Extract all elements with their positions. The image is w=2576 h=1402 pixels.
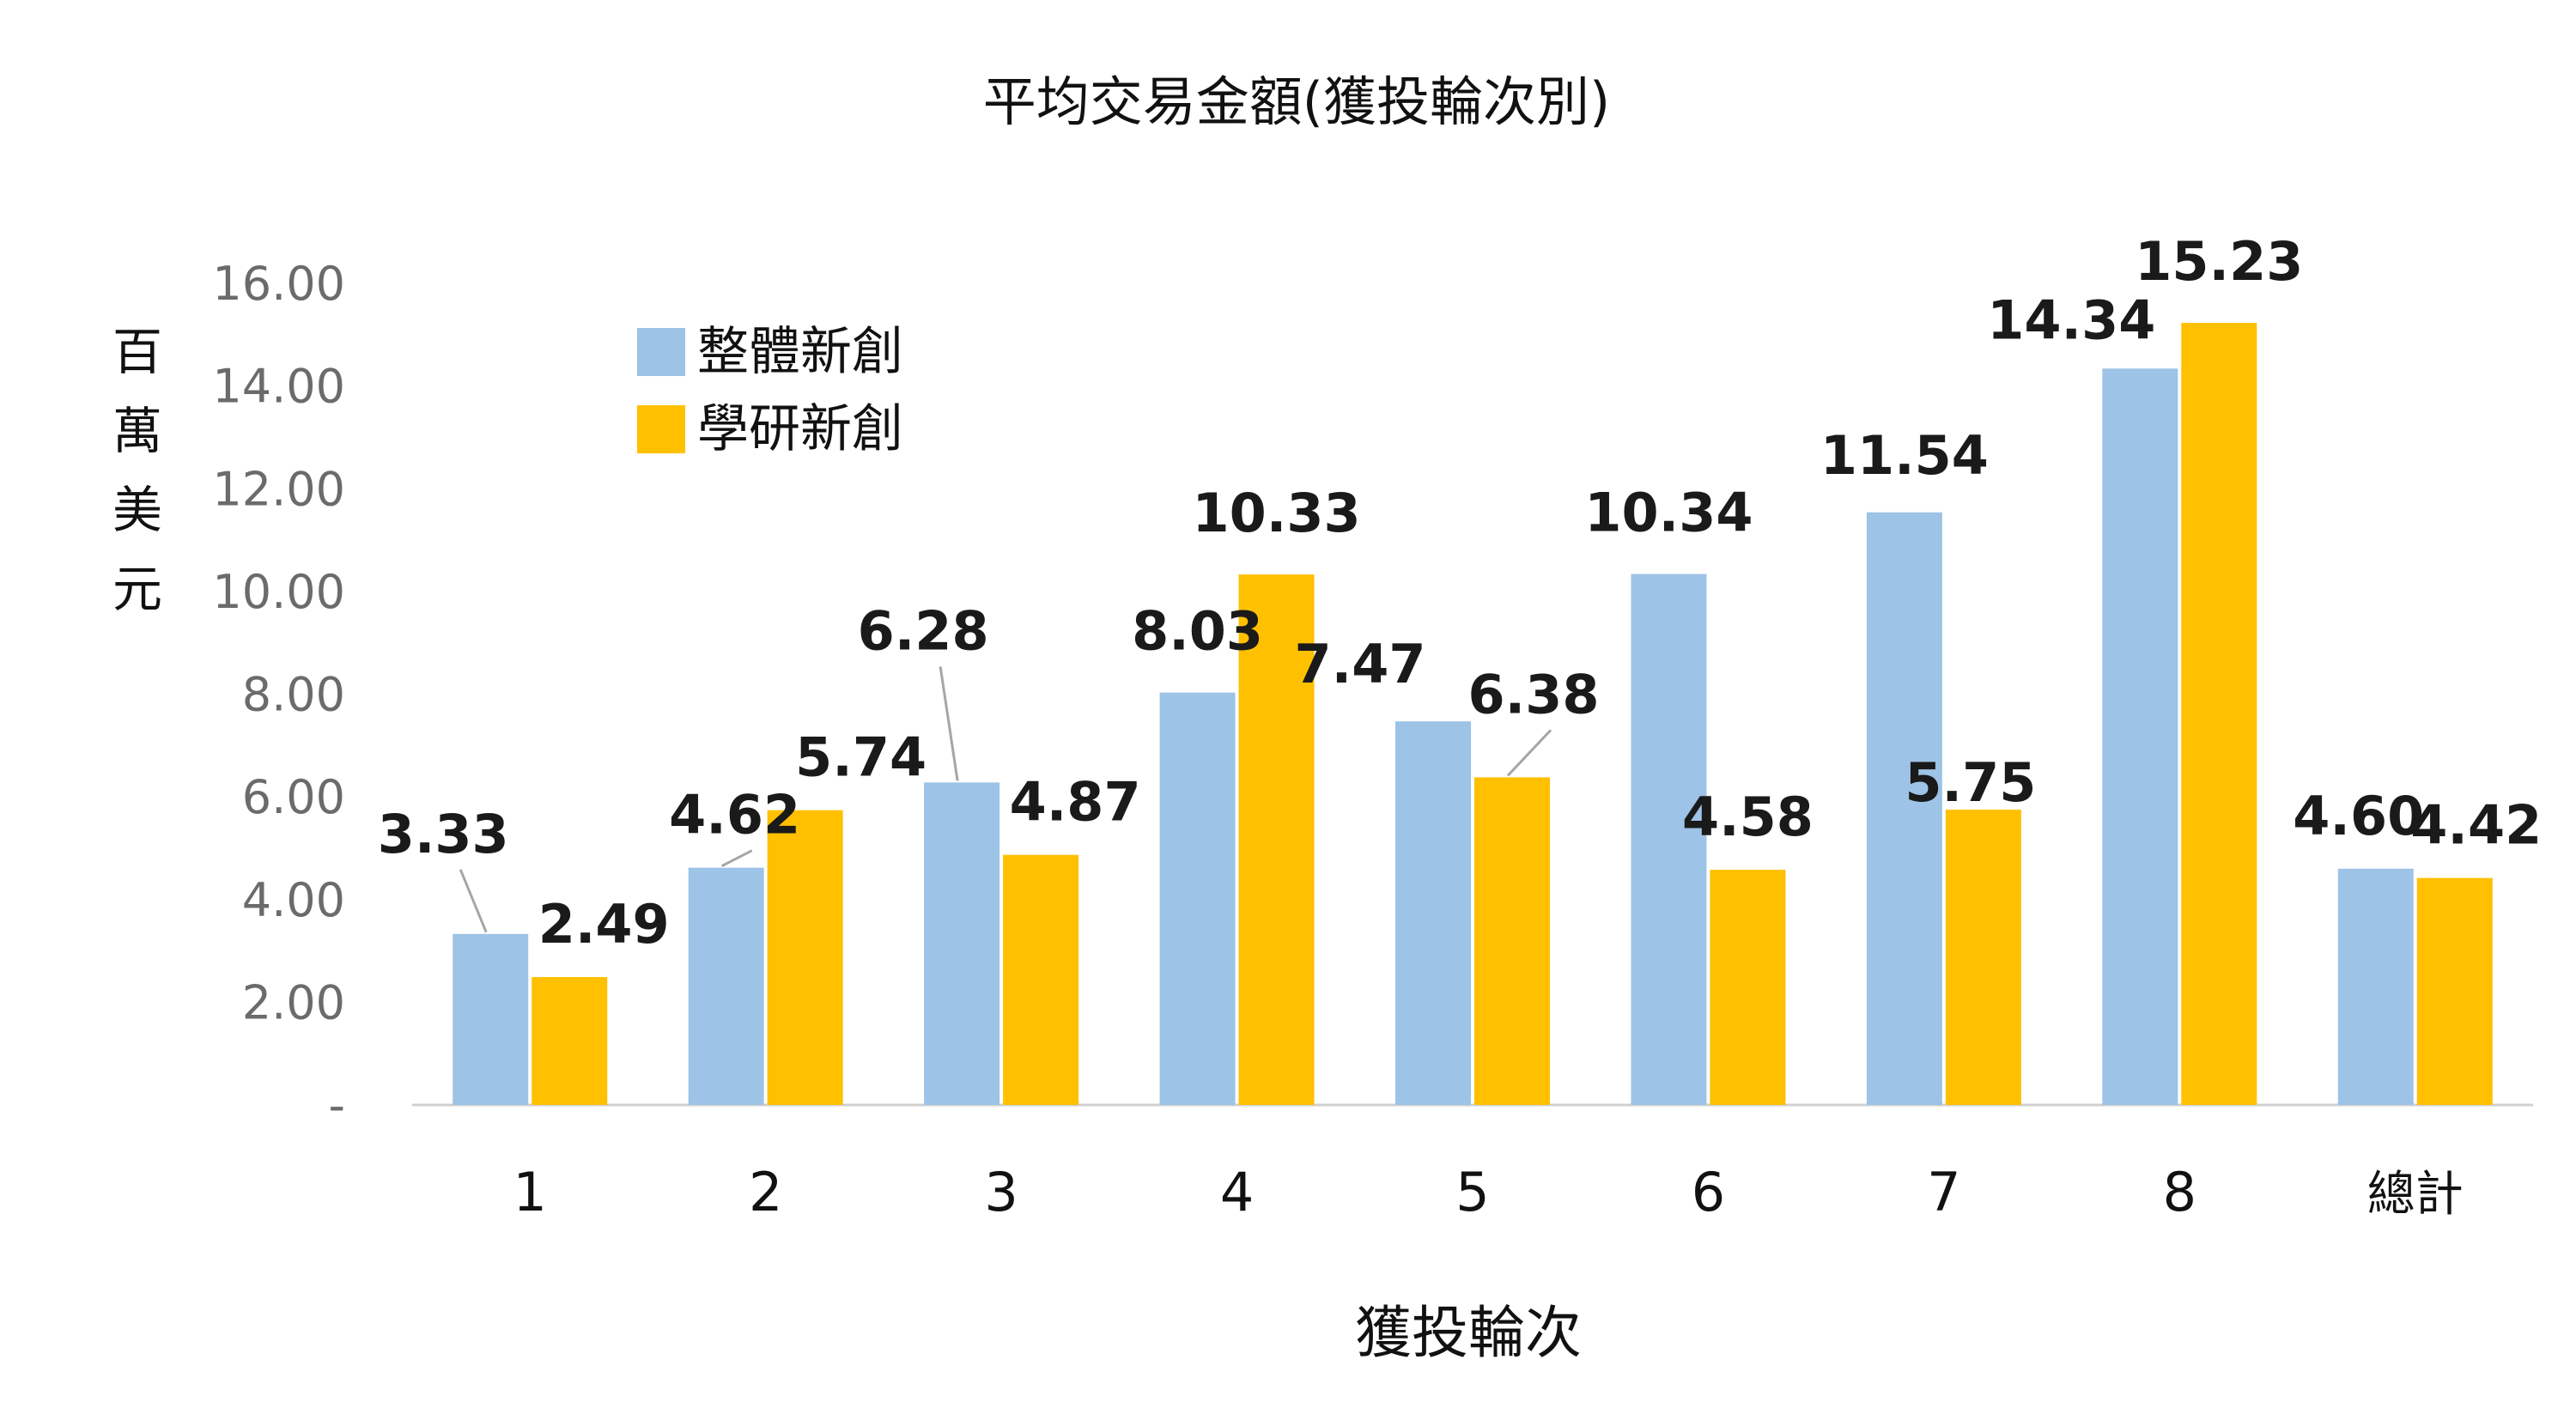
bar [1159,692,1236,1105]
data-label: 4.62 [669,784,800,847]
bar [688,867,764,1105]
legend-swatch [637,328,685,376]
label-leader-lines [459,666,1552,933]
data-label: 10.34 [1584,482,1753,544]
x-tick-label: 8 [2163,1161,2196,1223]
x-tick-label: 總計 [2367,1167,2464,1223]
bar [1003,854,1079,1105]
data-label: 3.33 [378,803,509,865]
data-label: 6.28 [858,599,989,662]
y-axis-label-char: 美 [112,481,162,539]
x-tick-label: 3 [984,1161,1018,1223]
data-label: 4.60 [2293,785,2424,847]
data-label: 4.42 [2410,794,2542,857]
y-tick-label: 10.00 [212,565,345,619]
leader-line [939,666,959,781]
bar [1945,810,2021,1105]
data-label: 6.38 [1468,663,1600,725]
y-tick-label: 4.00 [242,873,345,927]
x-tick-label: 5 [1455,1161,1489,1223]
x-axis-ticks: 1 2 3 4 5 6 7 8 總計 [513,1161,2463,1223]
x-tick-label: 2 [749,1161,782,1223]
data-label: 4.58 [1682,786,1814,848]
bar [453,933,529,1105]
bar [2181,323,2257,1105]
bar [1866,512,1942,1105]
bar [1710,870,1786,1105]
bar [2337,868,2414,1105]
data-label: 7.47 [1295,633,1426,695]
data-labels: 3.33 4.62 6.28 8.03 7.47 10.34 11.54 14.34 4.60 2… [378,230,2543,956]
x-tick-label: 1 [513,1161,546,1223]
legend-swatch [637,405,685,453]
bar [1238,574,1315,1105]
y-tick-label: 16.00 [212,257,345,311]
legend-label: 整體新創 [697,322,903,382]
y-axis-ticks: - 2.00 4.00 6.00 8.00 10.00 12.00 14.00 16.00 [212,257,345,1132]
y-tick-label: - [329,1078,346,1132]
y-axis-label-char: 百 [112,323,162,381]
data-label: 15.23 [2135,230,2303,293]
y-tick-label: 14.00 [212,360,345,414]
leader-line [720,849,753,868]
y-tick-label: 6.00 [242,770,345,824]
x-tick-label: 4 [1220,1161,1254,1223]
y-axis-label-char: 元 [112,560,162,618]
data-label: 5.75 [1905,751,2036,814]
leader-line [1506,729,1552,777]
data-label: 5.74 [795,726,927,789]
data-label: 4.87 [1010,771,1141,834]
bar [1395,721,1471,1105]
y-tick-label: 8.00 [242,668,345,722]
data-label: 2.49 [538,893,670,956]
y-tick-label: 12.00 [212,462,345,516]
data-label: 14.34 [1987,288,2155,351]
data-label: 10.33 [1192,482,1360,544]
bar [767,810,843,1105]
x-tick-label: 7 [1927,1161,1960,1223]
x-axis-label: 獲投輪次 [1355,1300,1582,1366]
data-label: 8.03 [1132,600,1263,663]
bar [532,977,608,1105]
bars [453,323,2493,1105]
chart-title: 平均交易金額(獲投輪次別) [983,70,1610,133]
y-tick-label: 2.00 [242,975,345,1029]
bar [1474,777,1550,1105]
bar [2102,368,2178,1105]
leader-line [459,869,488,933]
y-axis-label-char: 萬 [112,402,162,460]
data-label: 11.54 [1820,424,1989,487]
legend-label: 學研新創 [697,399,903,459]
bar [1631,574,1707,1105]
bar [924,782,1000,1105]
x-tick-label: 6 [1692,1161,1725,1223]
bar [2416,877,2493,1105]
